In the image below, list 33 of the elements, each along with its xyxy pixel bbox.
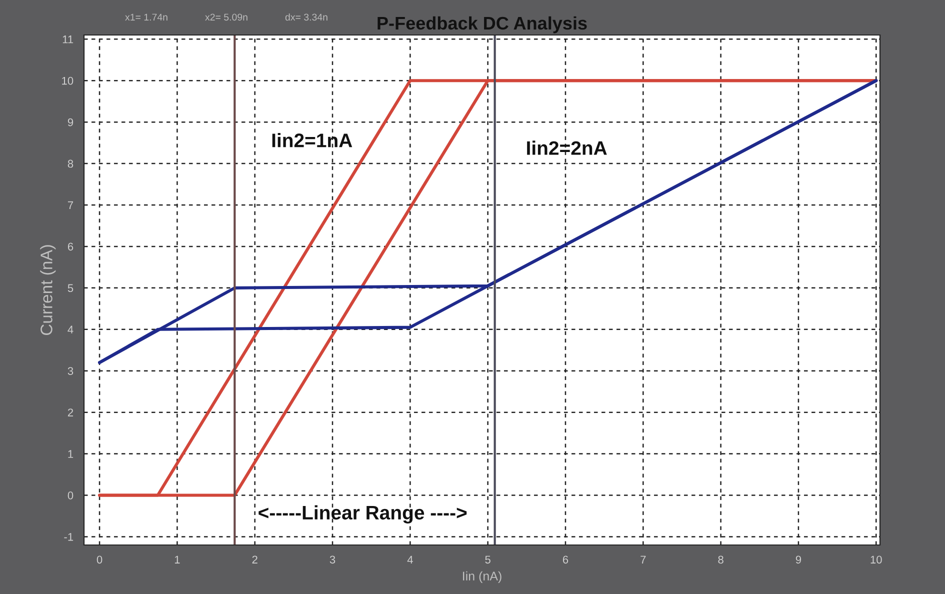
y-tick-label: 8 <box>68 160 74 168</box>
y-tick-label: 11 <box>62 36 74 44</box>
annotation: <-----Linear Range ----> <box>258 505 467 524</box>
x-tick-label: 2 <box>252 556 258 564</box>
x-tick-label: 4 <box>407 556 413 564</box>
x-tick-label: 1 <box>174 556 180 564</box>
y-tick-label: 2 <box>68 408 74 416</box>
y-tick-label: 7 <box>68 201 74 210</box>
y-axis-title: Current (nA) <box>40 245 56 335</box>
x-tick-label: 0 <box>96 556 102 564</box>
text: dx= 3.34n <box>285 13 328 21</box>
annotation: Iin2=2nA <box>527 140 607 155</box>
y-tick-label: 4 <box>68 326 74 334</box>
text: x1= 1.74n <box>125 14 168 21</box>
y-tick-label: 6 <box>68 242 74 251</box>
y-tick-label: 10 <box>62 76 74 85</box>
chart-title: P-Feedback DC Analysis <box>378 16 587 34</box>
x-tick-label: 5 <box>485 556 490 564</box>
x-tick-label: 10 <box>870 556 882 564</box>
y-tick-label: 1 <box>68 450 74 458</box>
x-tick-label: 3 <box>330 556 336 564</box>
y-tick-label: 5 <box>68 284 74 292</box>
x-tick-label: 8 <box>718 556 724 564</box>
x-axis-title: Iin (nA) <box>463 571 502 583</box>
x-tick-label: 9 <box>796 556 802 564</box>
y-tick-label: 9 <box>68 118 74 126</box>
y-tick-label: 0 <box>68 492 74 500</box>
y-tick-label: 3 <box>68 367 74 375</box>
x-tick-label: 6 <box>562 556 568 564</box>
annotation: Iin2=1nA <box>272 133 352 148</box>
x-tick-label: 7 <box>640 556 646 564</box>
text: x2= 5.09n <box>205 14 248 21</box>
y-tick-label: -1 <box>64 533 74 541</box>
